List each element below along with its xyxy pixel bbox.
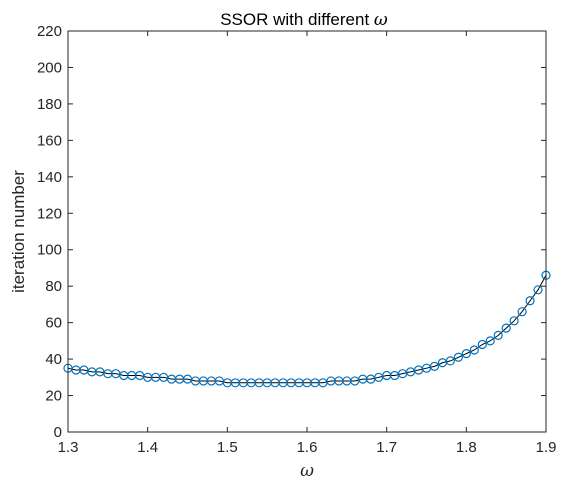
data-point-53: [485, 336, 495, 346]
data-point-52: [477, 339, 487, 350]
series-line-0: [67, 275, 547, 384]
y-tick-label-5: 100: [37, 242, 62, 259]
y-tick-label-11: 220: [37, 23, 62, 40]
chart-title: SSOR with different ω: [220, 10, 388, 30]
chart-title-text: SSOR with different: [220, 10, 374, 29]
y-tick-label-8: 160: [37, 132, 62, 149]
y-tick-label-2: 40: [45, 351, 62, 368]
data-point-59: [533, 285, 543, 295]
x-tick-label-5: 1.8: [456, 439, 477, 456]
x-axis-title: ω: [300, 461, 314, 480]
data-point-46: [429, 361, 440, 371]
axis-ticks: 1.3 1.4 1.5 1.6 1.7 1.8 1.9 0 20 40 60 80 100 120 140 1…: [37, 23, 556, 456]
plot-layer: [63, 270, 551, 388]
data-point-51: [469, 345, 479, 355]
y-axis-title: iteration number: [9, 170, 28, 293]
data-point-55: [501, 323, 511, 333]
x-tick-label-0: 1.3: [58, 439, 79, 456]
data-point-49: [453, 352, 463, 362]
y-tick-label-9: 180: [37, 96, 62, 113]
data-point-57: [517, 307, 527, 317]
y-tick-label-10: 200: [37, 59, 62, 76]
y-tick-label-1: 20: [45, 388, 62, 405]
chart-title-omega: ω: [374, 10, 388, 30]
y-tick-label-7: 140: [37, 169, 62, 186]
x-tick-label-3: 1.6: [297, 439, 318, 456]
y-tick-label-3: 60: [45, 315, 62, 332]
y-tick-label-6: 120: [37, 205, 62, 222]
y-tick-label-0: 0: [54, 424, 62, 441]
x-tick-label-6: 1.9: [536, 439, 557, 456]
x-tick-label-1: 1.4: [137, 439, 158, 456]
data-point-48: [445, 356, 455, 366]
x-tick-label-2: 1.5: [217, 439, 238, 456]
data-point-54: [493, 330, 503, 340]
data-point-50: [461, 349, 471, 359]
y-tick-label-4: 80: [45, 278, 62, 295]
data-point-58: [525, 296, 535, 306]
data-point-56: [509, 316, 519, 326]
x-tick-label-4: 1.7: [376, 439, 397, 456]
